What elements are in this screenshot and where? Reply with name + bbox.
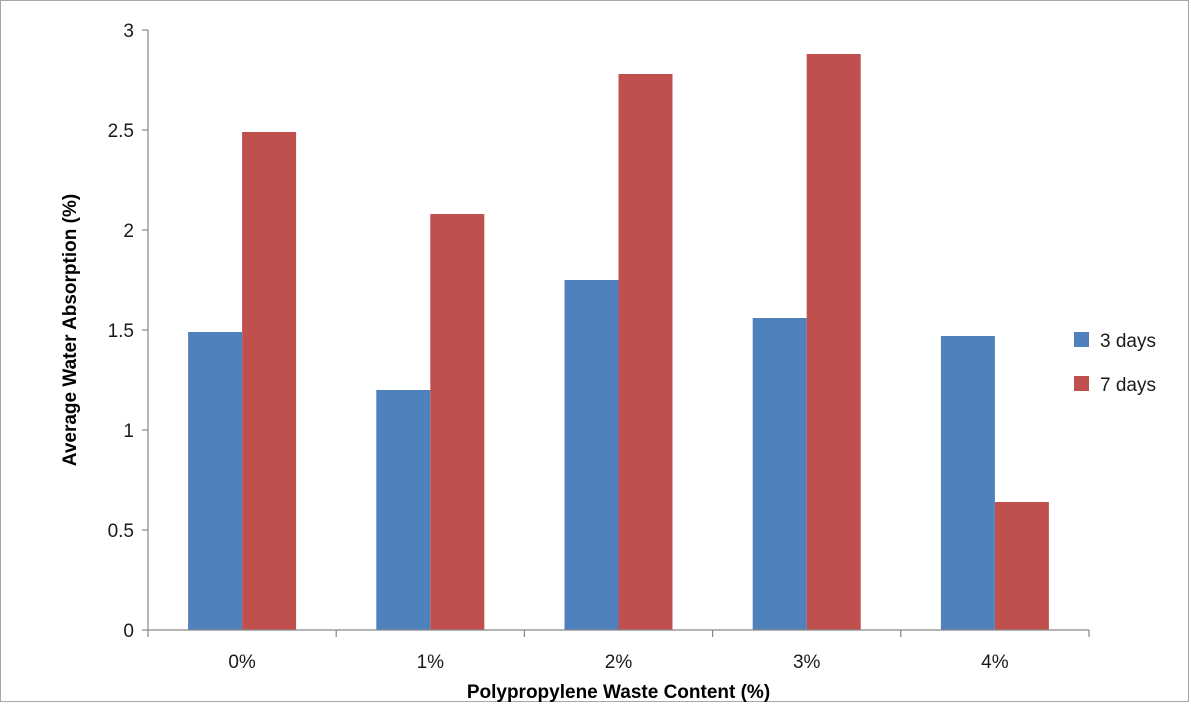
bar-7-days-0pct — [242, 132, 297, 630]
y-ticks-group: 0 0.5 1 1.5 2 2.5 3 — [108, 21, 148, 642]
y-tick-label: 2.5 — [108, 121, 134, 142]
legend-label-3-days: 3 days — [1100, 331, 1156, 352]
y-tick-label: 1 — [123, 421, 134, 442]
legend-label-7-days: 7 days — [1100, 375, 1156, 396]
bar-3-days-2pct — [564, 280, 619, 630]
bar-7-days-1pct — [430, 214, 485, 630]
legend: 3 days 7 days — [1074, 331, 1156, 396]
x-tick-label: 3% — [793, 652, 821, 673]
bar-3-days-4pct — [940, 336, 995, 630]
bar-7-days-3pct — [806, 54, 861, 630]
x-axis-title: Polypropylene Waste Content (%) — [467, 682, 770, 703]
y-tick-label: 0.5 — [108, 521, 134, 542]
x-ticks-group: 0% 1% 2% 3% 4% — [147, 630, 1090, 673]
bar-3-days-3pct — [752, 318, 807, 630]
y-axis-title: Average Water Absorption (%) — [60, 194, 81, 466]
y-tick-label: 1.5 — [108, 321, 134, 342]
bar-3-days-0pct — [188, 332, 243, 630]
y-tick-label: 0 — [123, 621, 134, 642]
legend-swatch-3-days — [1074, 332, 1089, 347]
x-tick-label: 0% — [228, 652, 256, 673]
x-tick-label: 4% — [981, 652, 1009, 673]
x-tick-label: 1% — [417, 652, 445, 673]
y-tick-label: 3 — [123, 21, 134, 42]
legend-swatch-7-days — [1074, 376, 1089, 391]
bars-group — [188, 54, 1049, 630]
x-tick-label: 2% — [605, 652, 633, 673]
bar-7-days-4pct — [994, 502, 1049, 630]
y-tick-label: 2 — [123, 221, 134, 242]
bar-7-days-2pct — [618, 74, 673, 630]
bar-3-days-1pct — [376, 390, 431, 630]
